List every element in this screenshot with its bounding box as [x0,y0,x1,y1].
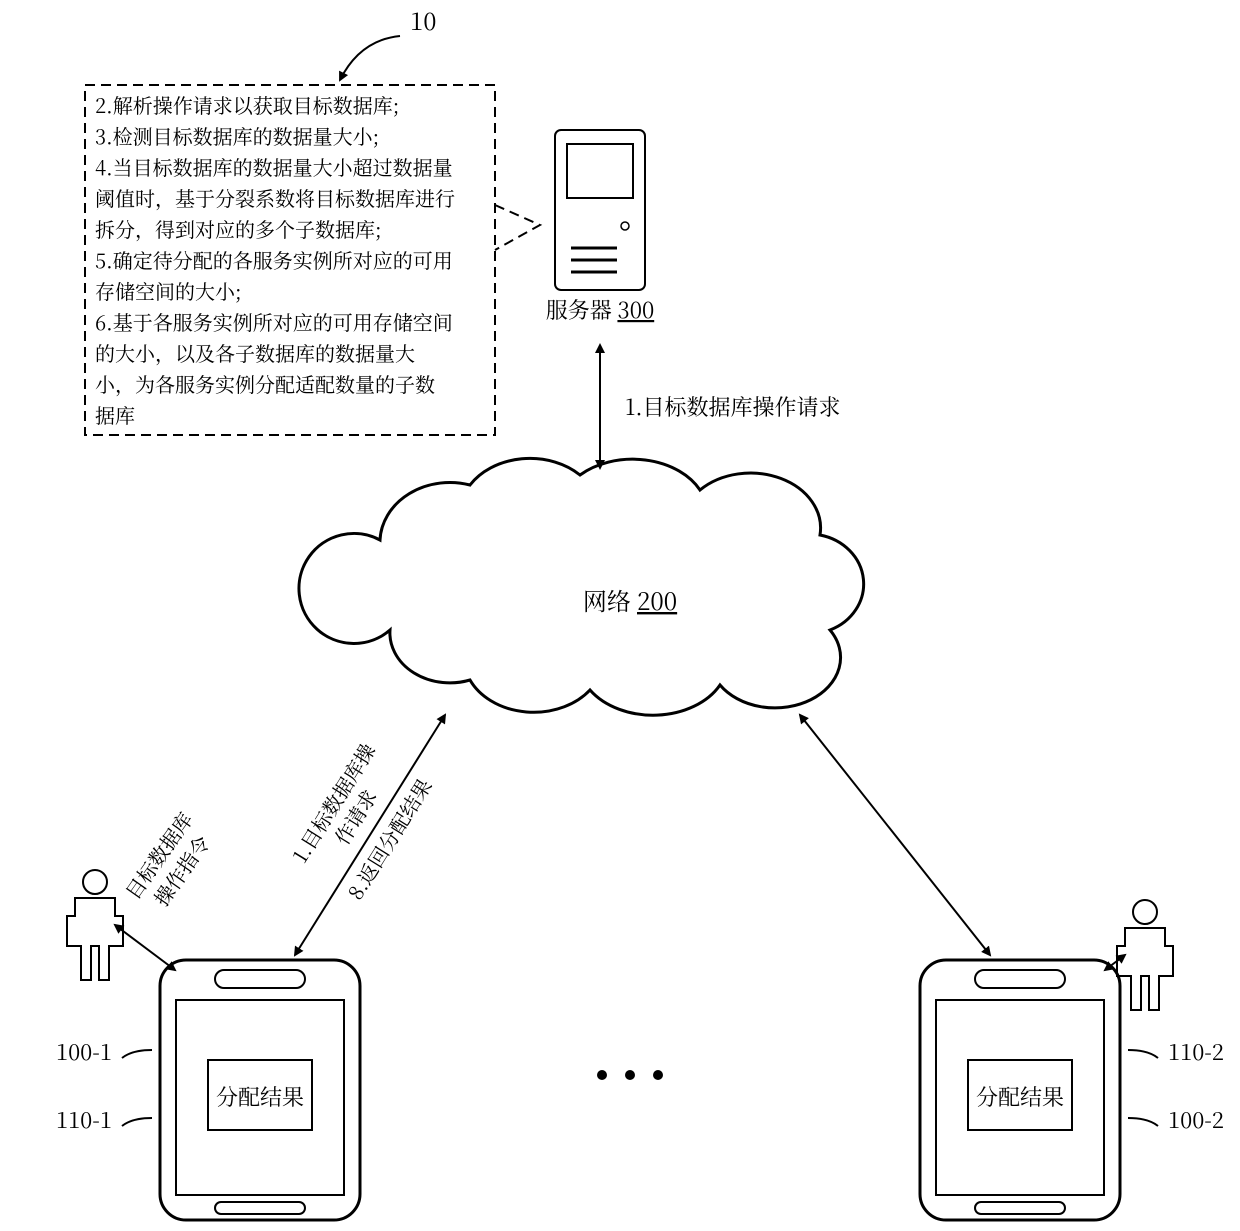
ref-tick [122,1050,152,1058]
phone2-ref-a: 110-2 [1168,1036,1224,1067]
process-box-line: 6.基于各服务实例所对应的可用存储空间 [95,307,453,336]
user-icon [67,870,123,980]
process-box-line: 2.解析操作请求以获取目标数据库; [95,90,399,119]
process-box-line: 3.检测目标数据库的数据量大小; [95,121,379,150]
ref-tick [1128,1118,1158,1126]
process-box-line: 拆分，得到对应的多个子数据库; [95,214,382,243]
phone-result-label: 分配结果 [976,1081,1064,1112]
process-box-line: 据库 [95,400,135,429]
ellipsis-dot [653,1070,663,1080]
phone-result-label: 分配结果 [216,1081,304,1112]
figure-number-arrow [340,36,400,80]
ref-tick [122,1118,152,1126]
cloud-icon: 网络 200 [299,458,864,715]
figure-number: 10 [410,2,436,37]
ellipsis-dot [597,1070,607,1080]
phone1-ref-b: 110-1 [56,1104,112,1135]
process-box-pointer [495,205,540,250]
ref-tick [1128,1050,1158,1058]
phone2-ref-b: 100-2 [1168,1104,1224,1135]
ellipsis-dot [625,1070,635,1080]
edge-server-cloud-label: 1.目标数据库操作请求 [625,391,841,422]
server-label: 服务器 300 [546,294,654,325]
phone-icon: 分配结果 [920,960,1120,1220]
process-box-line: 的大小，以及各子数据库的数据量大 [95,338,415,367]
process-box-line: 存储空间的大小; [95,276,242,305]
edge-user1-phone1 [115,925,175,970]
edge-cloud-phone2 [800,715,990,955]
phone-icon: 分配结果 [160,960,360,1220]
process-box-line: 4.当目标数据库的数据量大小超过数据量 [95,152,453,181]
process-box-line: 5.确定待分配的各服务实例所对应的可用 [95,245,453,274]
cloud-label: 网络 200 [583,582,677,617]
phone1-ref-a: 100-1 [56,1036,112,1067]
server-icon: 服务器 300 [546,130,654,325]
user-icon [1117,900,1173,1010]
process-box-line: 小，为各服务实例分配适配数量的子数 [95,369,435,398]
process-box-line: 阈值时，基于分裂系数将目标数据库进行 [95,183,455,212]
